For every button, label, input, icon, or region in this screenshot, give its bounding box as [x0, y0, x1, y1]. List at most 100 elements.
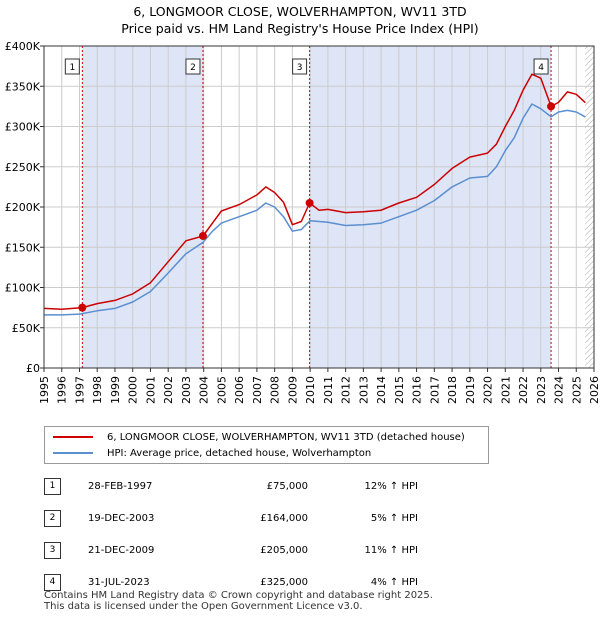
- hpi-point: [220, 222, 222, 224]
- x-tick-label: 1998: [91, 376, 104, 404]
- transaction-row: 2 19-DEC-2003 £164,000 5% ↑ HPI: [44, 502, 418, 534]
- property-point: [469, 156, 471, 158]
- property-point: [220, 210, 222, 212]
- transaction-date: 28-FEB-1997: [88, 480, 153, 492]
- hpi-point: [495, 166, 497, 168]
- footer-licence: This data is licensed under the Open Gov…: [44, 601, 363, 612]
- x-tick-label: 2001: [144, 376, 157, 404]
- hpi-point: [309, 220, 311, 222]
- hpi-point: [540, 108, 542, 110]
- property-point: [149, 282, 151, 284]
- property-point: [96, 303, 98, 305]
- transaction-number: 3: [44, 541, 61, 559]
- property-point: [487, 152, 489, 154]
- chart-subtitle: Price paid vs. HM Land Registry's House …: [121, 21, 479, 36]
- property-point: [185, 240, 187, 242]
- property-point: [531, 73, 533, 75]
- x-tick-label: 1997: [73, 376, 86, 404]
- x-tick-label: 2019: [464, 376, 477, 404]
- x-tick-label: 2025: [570, 376, 583, 404]
- property-point: [380, 209, 382, 211]
- x-tick-label: 2020: [482, 376, 495, 404]
- transaction-price: £205,000: [260, 544, 308, 556]
- transaction-hpi-diff: 4% ↑ HPI: [370, 576, 418, 588]
- footer-copyright: Contains HM Land Registry data © Crown c…: [44, 590, 433, 601]
- property-point: [61, 308, 63, 310]
- transaction-label-box-3: [292, 58, 308, 75]
- hpi-point: [487, 175, 489, 177]
- x-tick-label: 2012: [340, 376, 353, 404]
- transaction-row: 1 28-FEB-1997 £75,000 12% ↑ HPI: [44, 470, 418, 502]
- transaction-number: 4: [44, 573, 61, 591]
- hpi-point: [167, 272, 169, 274]
- x-tick-label: 2002: [162, 376, 175, 404]
- transaction-point-2: [198, 231, 207, 240]
- footer: Contains HM Land Registry data © Crown c…: [44, 590, 433, 612]
- transaction-hpi-diff: 11% ↑ HPI: [364, 544, 418, 556]
- x-tick-label: 2026: [588, 376, 600, 404]
- hpi-point: [362, 224, 364, 226]
- hpi-point: [212, 230, 214, 232]
- property-point: [283, 201, 285, 203]
- x-tick-label: 2009: [286, 376, 299, 404]
- hpi-point: [522, 117, 524, 119]
- y-tick-label: £200K: [5, 201, 41, 214]
- hpi-point: [327, 221, 329, 223]
- hpi-point: [575, 111, 577, 113]
- hpi-point: [451, 186, 453, 188]
- transaction-row: 3 21-DEC-2009 £205,000 11% ↑ HPI: [44, 534, 418, 566]
- x-tick-label: 2018: [446, 376, 459, 404]
- property-point: [265, 186, 267, 188]
- legend-item-hpi: HPI: Average price, detached house, Wolv…: [53, 446, 371, 460]
- x-tick-label: 2014: [375, 376, 388, 404]
- transaction-price: £75,000: [266, 480, 308, 492]
- transaction-point-3: [305, 198, 314, 207]
- transaction-date: 19-DEC-2003: [88, 512, 155, 524]
- x-tick-label: 2004: [198, 376, 211, 404]
- property-point: [238, 204, 240, 206]
- property-point: [540, 77, 542, 79]
- property-point: [345, 212, 347, 214]
- x-tick-label: 2006: [233, 376, 246, 404]
- hpi-point: [149, 291, 151, 293]
- property-point: [274, 192, 276, 194]
- legend: 6, LONGMOOR CLOSE, WOLVERHAMPTON, WV11 3…: [44, 426, 489, 464]
- hpi-point: [550, 116, 552, 118]
- property-point: [513, 109, 515, 111]
- transaction-label-3: 3: [297, 63, 303, 73]
- property-point: [575, 93, 577, 95]
- transaction-label-box-4: [533, 58, 549, 75]
- chart-title: 6, LONGMOOR CLOSE, WOLVERHAMPTON, WV11 3…: [133, 4, 467, 19]
- y-tick-label: £150K: [5, 241, 41, 254]
- hpi-point: [185, 253, 187, 255]
- x-tick-label: 2000: [127, 376, 140, 404]
- property-line: [43, 73, 586, 310]
- hpi-point: [584, 116, 586, 118]
- transactions-table: 1 28-FEB-1997 £75,000 12% ↑ HPI 2 19-DEC-2003…: [44, 470, 418, 598]
- x-tick-label: 2005: [215, 376, 228, 404]
- hpi-point: [274, 206, 276, 208]
- hpi-point: [504, 150, 506, 152]
- transaction-price: £164,000: [260, 512, 308, 524]
- hpi-point: [566, 109, 568, 111]
- x-tick-label: 2017: [428, 376, 441, 404]
- hpi-point: [132, 301, 134, 303]
- property-point: [433, 183, 435, 185]
- hpi-point: [513, 137, 515, 139]
- transaction-label-1: 1: [69, 63, 75, 73]
- property-point: [504, 126, 506, 127]
- property-point: [398, 202, 400, 204]
- property-point: [212, 222, 214, 224]
- hpi-point: [78, 313, 80, 315]
- hpi-point: [300, 229, 302, 231]
- hpi-point: [558, 111, 560, 113]
- property-point: [584, 101, 586, 103]
- hpi-point: [256, 209, 258, 211]
- transaction-number: 2: [44, 509, 61, 527]
- legend-hpi-label: HPI: Average price, detached house, Wolv…: [107, 447, 372, 459]
- hpi-point: [345, 225, 347, 227]
- transaction-point-4: [547, 102, 556, 111]
- hpi-point: [114, 307, 116, 309]
- property-point: [132, 293, 134, 295]
- property-point: [256, 194, 258, 196]
